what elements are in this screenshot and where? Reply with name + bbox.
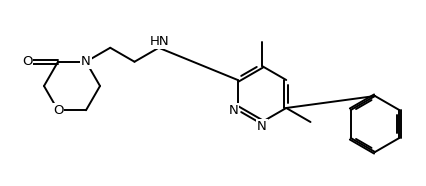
Text: HN: HN bbox=[150, 35, 170, 48]
Text: N: N bbox=[229, 103, 239, 116]
Text: N: N bbox=[257, 119, 267, 132]
Text: O: O bbox=[22, 55, 33, 68]
Text: N: N bbox=[81, 55, 91, 68]
Text: O: O bbox=[53, 104, 63, 117]
